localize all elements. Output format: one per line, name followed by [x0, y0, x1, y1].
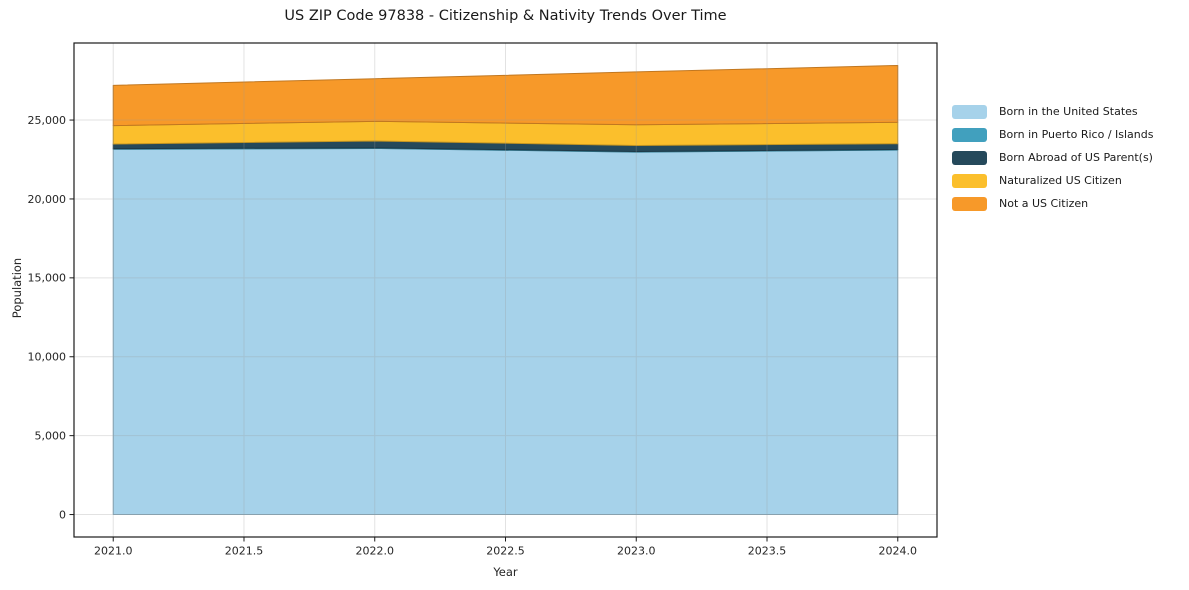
legend-item-naturalized-us-citizen: Naturalized US Citizen [952, 173, 1153, 188]
legend-swatch [952, 104, 987, 119]
legend-item-born-in-the-united-states: Born in the United States [952, 104, 1153, 119]
x-tick-label: 2022.5 [486, 545, 525, 558]
x-tick-label: 2023.5 [748, 545, 787, 558]
x-tick-label: 2021.5 [225, 545, 264, 558]
y-axis-label: Population [10, 257, 24, 319]
legend-item-not-a-us-citizen: Not a US Citizen [952, 196, 1153, 211]
legend: Born in the United States Born in Puerto … [952, 104, 1153, 219]
legend-item-born-in-puerto-rico-islands: Born in Puerto Rico / Islands [952, 127, 1153, 142]
legend-label: Born in the United States [999, 105, 1138, 118]
series-areas [112, 64, 899, 516]
legend-label: Born in Puerto Rico / Islands [999, 128, 1154, 141]
legend-label: Not a US Citizen [999, 197, 1089, 210]
y-tick-label: 5,000 [35, 429, 67, 442]
x-tick-label: 2022.0 [355, 545, 394, 558]
gridlines [74, 43, 937, 537]
x-tick-label: 2024.0 [879, 545, 918, 558]
legend-swatch [952, 127, 987, 142]
legend-item-born-abroad-of-us-parent-s: Born Abroad of US Parent(s) [952, 150, 1153, 165]
x-axis-label: Year [493, 565, 518, 579]
x-tick-label: 2021.0 [94, 545, 133, 558]
x-axis: 2021.0 2021.5 2022.0 2022.5 2023.0 2023.5 2024… [94, 537, 917, 558]
area-not-a-us-citizen [112, 64, 899, 127]
legend-label: Naturalized US Citizen [999, 174, 1122, 187]
y-axis: 0 5,000 10,000 15,000 20,000 25,000 [28, 114, 74, 521]
legend-swatch [952, 150, 987, 165]
y-tick-label: 10,000 [28, 351, 67, 364]
legend-swatch [952, 196, 987, 211]
y-tick-label: 25,000 [28, 114, 67, 127]
chart-title: US ZIP Code 97838 - Citizenship & Nativi… [284, 8, 727, 24]
legend-label: Born Abroad of US Parent(s) [999, 151, 1153, 164]
legend-swatch [952, 173, 987, 188]
x-tick-label: 2023.0 [617, 545, 656, 558]
y-tick-label: 0 [59, 508, 66, 521]
y-tick-label: 15,000 [28, 272, 67, 285]
y-tick-label: 20,000 [28, 193, 67, 206]
